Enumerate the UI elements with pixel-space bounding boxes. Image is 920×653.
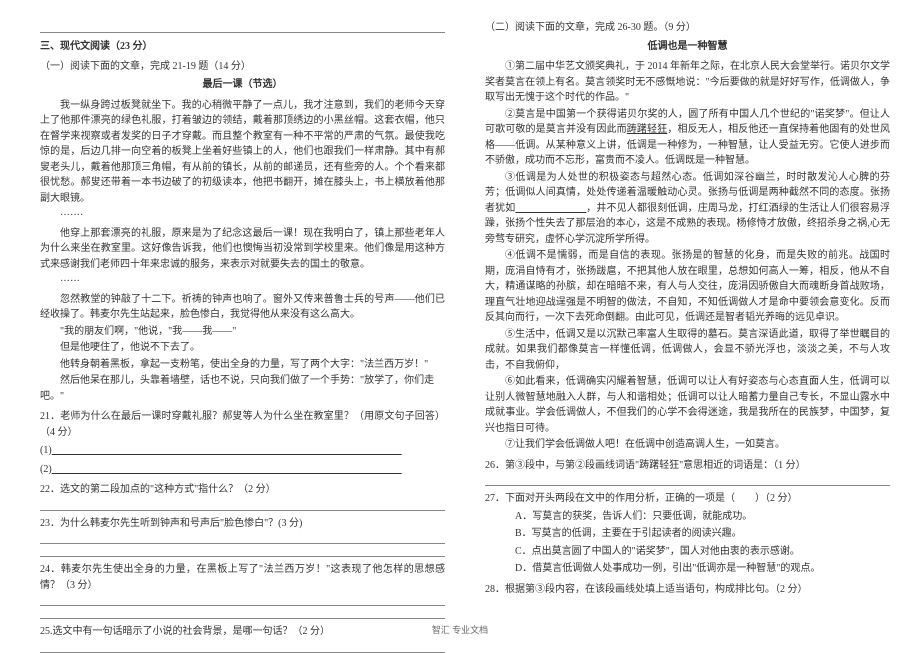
top-rule-line xyxy=(40,23,445,33)
passage-para: ⑦让我们学会低调做人吧！在低调中创造高调人生，一如莫言。 xyxy=(485,437,890,453)
passage-para: ④低调不是懦弱，而是自信的表现。张扬是的智慧的化身，而是失败的前兆。战国时期，庞… xyxy=(485,248,890,326)
ellipsis: ······· xyxy=(40,208,445,224)
answer-blank-21-2[interactable]: (2) xyxy=(40,462,445,478)
section-heading: 三、现代文阅读（23 分） xyxy=(40,39,445,55)
question-28: 28．根据第③段内容，在该段画线处填上适当语句，构成排比句。（2 分） xyxy=(485,582,890,598)
answer-line[interactable] xyxy=(40,596,445,606)
question-21: 21．老师为什么在最后一课时穿戴礼服？郝叟等人为什么坐在教室里？（用原文句子回答… xyxy=(40,409,445,440)
left-column: 三、现代文阅读（23 分） （一）阅读下面的文章，完成 21-19 题（14 分… xyxy=(40,20,465,628)
inline-blank[interactable] xyxy=(515,203,586,214)
question-22: 22．选文的第二段加点的"这种方式"指什么？（2 分） xyxy=(40,482,445,498)
sub-heading-right: （二）阅读下面的文章，完成 26-30 题。（9 分） xyxy=(485,20,890,36)
blank-label: (1) xyxy=(40,445,52,456)
answer-line[interactable] xyxy=(40,534,445,544)
answer-line[interactable] xyxy=(40,501,445,511)
option-c[interactable]: C．点出莫言圆了中国人的"诺奖梦"，国人对他由衷的表示感谢。 xyxy=(485,544,890,560)
passage-para: 忽然教堂的钟敲了十二下。祈祷的钟声也响了。窗外又传来普鲁士兵的号声——他们已经收… xyxy=(40,292,445,323)
passage-title-left: 最后一课（节选） xyxy=(40,77,445,93)
question-23: 23．为什么韩麦尔先生听到钟声和号声后"脸色惨白"？(3 分) xyxy=(40,516,445,532)
question-26: 26．第③段中，与第②段画线词语"踌躇轻狂"意思相近的词语是：（1 分） xyxy=(485,458,890,474)
passage-para: 他穿上那套漂亮的礼服，原来是为了纪念这最后一课！现在我明白了，镇上那些老年人为什… xyxy=(40,226,445,273)
option-a[interactable]: A．写莫言的获奖，告诉人们：只要低调，就能成功。 xyxy=(485,509,890,525)
passage-para: ⑥如此看来，低调确实闪耀着智慧，低调可以让人有好姿态与心态直面人生，低调可以让别… xyxy=(485,374,890,436)
answer-blank-21-1[interactable]: (1) xyxy=(40,443,445,459)
passage-para: ③低调是为人处世的积极姿态与超然心态。低调如深谷幽兰，时时散发沁人心脾的芬芳；低… xyxy=(485,170,890,248)
question-24: 24．韩麦尔先生使出全身的力量，在黑板上写了"法兰西万岁！"这表现了他怎样的思想… xyxy=(40,562,445,593)
sub-heading-left: （一）阅读下面的文章，完成 21-19 题（14 分） xyxy=(40,59,445,75)
passage-para: ②莫言是中国第一个获得诺贝尔奖的人，圆了所有中国人几个世纪的"诺奖梦"。但让人可… xyxy=(485,107,890,169)
passage-para: 我一纵身跨过板凳就坐下。我的心稍微平静了一点儿，我才注意到，我们的老师今天穿上了… xyxy=(40,98,445,207)
question-27: 27．下面对开头两段在文中的作用分析，正确的一项是（ ）（2 分） xyxy=(485,491,890,507)
right-column: （二）阅读下面的文章，完成 26-30 题。（9 分） 低调也是一种智慧 ①第二… xyxy=(465,20,890,628)
passage-quote: 然后他呆在那儿，头靠着墙壁，话也不说，只向我们做了一个手势："放学了，你们走吧。… xyxy=(40,373,445,404)
option-d[interactable]: D．借莫言低调做人处事成功一例，引出"低调亦是一种智慧"的观点。 xyxy=(485,561,890,577)
passage-para: ⑤生活中，低调又是以沉默己率富人生取得的墓石。莫言深语此道，取得了举世瞩目的成就… xyxy=(485,327,890,374)
answer-line[interactable] xyxy=(40,609,445,619)
footer-text: 智汇 专业文档 xyxy=(0,623,920,636)
option-b[interactable]: B．写莫言的低调，主要在于引起读者的阅读兴趣。 xyxy=(485,526,890,542)
answer-line[interactable] xyxy=(40,547,445,557)
passage-quote: "我的朋友们啊，"他说，"我——我——" xyxy=(40,324,445,340)
passage-quote: 但是他哽住了，他说不下去了。 xyxy=(40,340,445,356)
answer-line[interactable] xyxy=(40,643,445,653)
ellipsis: ······ xyxy=(40,274,445,290)
passage-quote: 他转身朝着黑板，拿起一支粉笔，使出全身的力量，写了两个大字："法兰西万岁！" xyxy=(40,357,445,373)
passage-title-right: 低调也是一种智慧 xyxy=(485,39,890,55)
passage-para: ①第二届中华艺文颁奖典礼，于 2014 年新年之际，在北京人民大会堂举行。诺贝尔… xyxy=(485,59,890,106)
answer-line[interactable] xyxy=(485,476,890,486)
inline-blank[interactable]: 踌躇轻狂 xyxy=(627,124,668,135)
blank-label: (2) xyxy=(40,464,52,475)
